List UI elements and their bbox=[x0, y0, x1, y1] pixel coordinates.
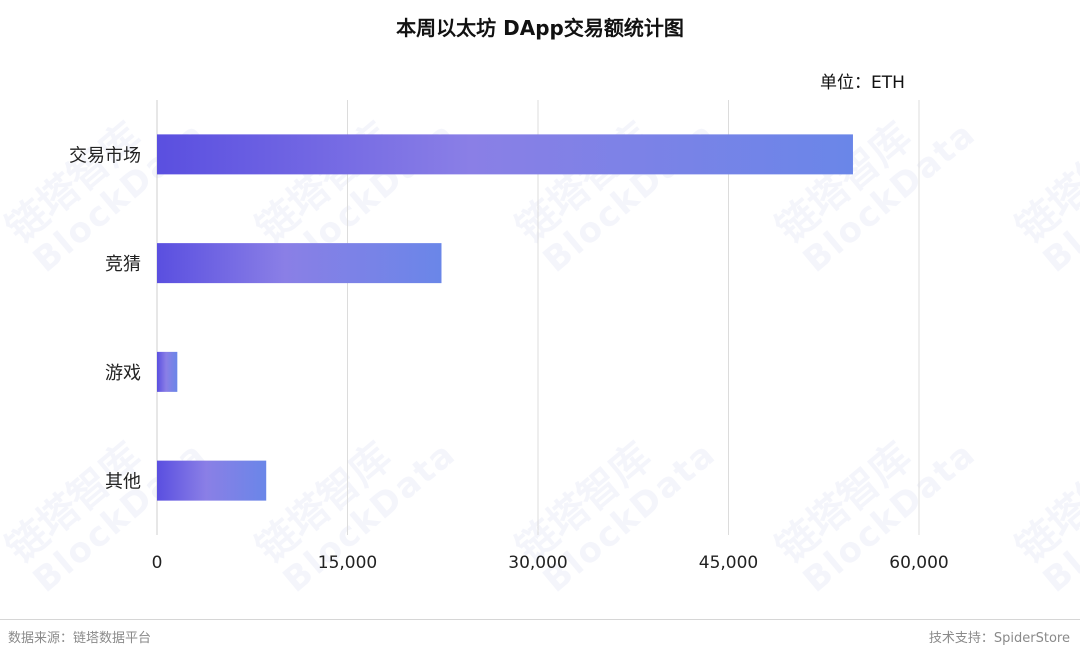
category-label: 交易市场 bbox=[69, 145, 141, 166]
category-label: 其他 bbox=[105, 472, 141, 493]
x-tick-label: 60,000 bbox=[889, 553, 948, 573]
bar bbox=[157, 460, 267, 501]
x-tick-label: 0 bbox=[152, 553, 163, 573]
x-tick-label: 15,000 bbox=[318, 553, 377, 573]
unit-label: 单位：ETH bbox=[820, 73, 905, 93]
x-tick-label: 30,000 bbox=[508, 553, 567, 573]
bar bbox=[157, 351, 178, 392]
bar bbox=[157, 134, 853, 175]
category-label: 竞猜 bbox=[105, 254, 141, 275]
footer-divider bbox=[0, 619, 1080, 620]
footer-support: 技术支持：SpiderStore bbox=[928, 631, 1070, 646]
chart-title: 本周以太坊 DApp交易额统计图 bbox=[396, 16, 684, 40]
category-label: 游戏 bbox=[105, 363, 141, 384]
x-tick-label: 45,000 bbox=[699, 553, 758, 573]
footer-source: 数据来源：链塔数据平台 bbox=[8, 631, 152, 646]
bar bbox=[157, 243, 442, 284]
